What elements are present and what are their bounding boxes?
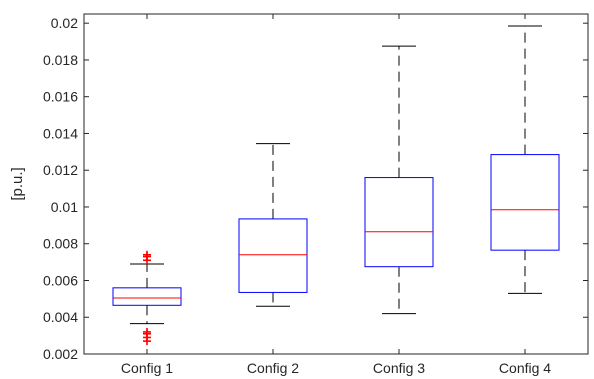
box-group [364, 45, 434, 315]
y-tick-label: 0.002 [43, 346, 78, 362]
box-group [112, 250, 182, 346]
box [112, 287, 182, 306]
x-axis: Config 1 Config 2 Config 3 Config 4 [121, 14, 551, 376]
y-axis: 0.002 0.004 0.006 0.008 0.01 0.012 0.014 0.016 0… [43, 15, 588, 362]
x-tick-label: Config 2 [247, 360, 299, 376]
box [490, 154, 560, 251]
box [364, 177, 434, 268]
y-tick-label: 0.02 [51, 15, 78, 31]
outlier-point [143, 250, 151, 259]
boxes [112, 25, 560, 346]
y-axis-label: [p.u.] [9, 167, 26, 200]
y-tick-label: 0.01 [51, 199, 78, 215]
plot-frame [83, 13, 589, 355]
x-tick-label: Config 1 [121, 360, 173, 376]
y-tick-label: 0.014 [43, 125, 78, 141]
y-tick-label: 0.004 [43, 309, 78, 325]
x-tick-label: Config 4 [499, 360, 551, 376]
y-tick-label: 0.016 [43, 89, 78, 105]
box [238, 218, 308, 293]
y-tick-label: 0.006 [43, 272, 78, 288]
outlier-point [143, 327, 151, 336]
box-group [490, 25, 560, 294]
y-tick-label: 0.018 [43, 52, 78, 68]
plot-area [83, 13, 589, 355]
y-tick-label: 0.008 [43, 236, 78, 252]
box-group [238, 143, 308, 307]
x-tick-label: Config 3 [373, 360, 425, 376]
y-tick-label: 0.012 [43, 162, 78, 178]
